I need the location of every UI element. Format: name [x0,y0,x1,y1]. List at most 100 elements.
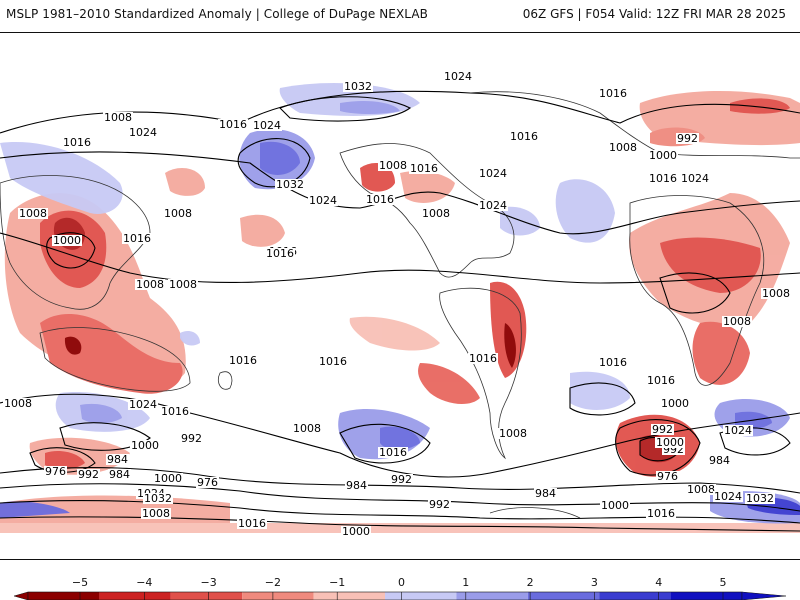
isobar-label: 1016 [62,136,92,149]
colorbar-segment [28,592,100,600]
isobar-label: 1008 [378,159,408,172]
colorbar-segment [99,592,171,600]
isobar-label: 1000 [130,439,160,452]
isobar-label: 984 [534,487,557,500]
isobar-label: 1016 [509,130,539,143]
isobar-label: 992 [662,443,685,456]
isobar-label: 1016 [122,232,152,245]
isobar-label: 1032 [143,492,173,505]
colorbar-tick-label: −4 [136,576,153,589]
isobar-label: 1016 [237,517,267,530]
isobar-label: 1016 [160,405,190,418]
isobar-label: 1008 [421,207,451,220]
isobar-label: 1000 [153,472,183,485]
isobar-label: 984 [345,479,368,492]
isobar-label: 1008 [168,278,198,291]
colorbar-segment [313,592,385,600]
colorbar-segment [456,592,528,600]
map-title: MSLP 1981–2010 Standardized Anomaly | Co… [6,7,429,21]
isobar-label: 1016 [218,118,248,131]
isobar-label: 1024 [128,398,158,411]
isobar-label: 1016 [365,193,395,206]
isobar-label: 1024 [252,119,282,132]
isobar-label: 976 [44,465,67,478]
isobar-label: 1016 [378,446,408,459]
isobar-label: 1016 [648,172,678,185]
isobar-label: 1008 [498,427,528,440]
colorbar-tick-label: 5 [719,576,727,589]
isobar-label: 1016 [598,87,628,100]
isobar-label: 1016 [646,507,676,520]
colorbar: −5 −4 −3 −2 −1 0 1 2 3 4 5 [0,560,800,600]
isobar-label: 992 [77,468,100,481]
isobar-label: 976 [656,470,679,483]
isobar-label: 1024 [723,424,753,437]
isobar-label: 1016 [646,374,676,387]
isobar-label: 1000 [52,234,82,247]
isobar-label: 1008 [722,315,752,328]
model-run-info: 06Z GFS | F054 Valid: 12Z FRI MAR 28 202… [522,7,786,21]
isobar-label: 1008 [292,422,322,435]
isobar-label: 1024 [713,490,743,503]
isobar-label: 1024 [443,70,473,83]
isobar-label: 1000 [660,397,690,410]
isobar-label: 992 [390,473,413,486]
colorbar-segment [242,592,314,600]
colorbar-low-arrow [13,591,29,600]
colorbar-tick-label: 1 [462,576,470,589]
isobar-label: 1000 [655,436,685,449]
isobar-label: 1008 [608,141,638,154]
isobar-label: 984 [708,454,731,467]
isobar-label: 1024 [128,126,158,139]
colorbar-tick-label: −5 [71,576,89,589]
colorbar-tick-label: 0 [398,576,405,589]
isobar-label: 1016 [265,247,295,260]
isobar-label: 976 [196,476,219,489]
isobar-label: 1032 [275,178,305,191]
isobar-label: 992 [180,432,203,445]
isobar-label: 1032 [745,492,775,505]
isobar-label: 1024 [680,172,710,185]
colorbar-tick-label: −1 [329,576,346,589]
isobar-label: 984 [106,453,129,466]
map-panel: 1024 1032 1016 1008 1024 1016 1024 1032 1008 1016… [0,32,800,560]
isobar-label: 1024 [478,167,508,180]
header: MSLP 1981–2010 Standardized Anomaly | Co… [0,0,800,30]
isobar-label: 1032 [343,80,373,93]
colorbar-segment [599,592,671,600]
isobar-label: 1008 [163,207,193,220]
isobar-label: 1016 [468,352,498,365]
isobar-label: 1008 [686,483,716,496]
colorbar-segment [670,592,742,600]
colorbar-scale [13,591,787,600]
isobar-label: 1008 [761,287,791,300]
isobar-label: 1016 [598,356,628,369]
colorbar-tick-label: 3 [590,576,598,589]
isobar-label: 1000 [648,149,678,162]
isobar-label: 992 [428,498,451,511]
isobar-label: 1000 [341,525,371,538]
isobar-label: 1024 [308,194,338,207]
colorbar-segment [385,592,457,600]
colorbar-tick-label: 2 [526,576,534,589]
isobar-label: 1016 [228,354,258,367]
colorbar-segment [527,592,600,600]
colorbar-tick-label: −3 [200,576,217,589]
isobar-label: 1008 [135,278,165,291]
isobar-label: 1000 [600,499,630,512]
colorbar-tick-label: 4 [655,576,663,589]
isobar-label: 1016 [409,162,439,175]
isobar-label: 984 [108,468,131,481]
colorbar-tick-label: −2 [264,576,281,589]
colorbar-segment [170,592,243,600]
isobar-label: 1024 [478,199,508,212]
isobar-label: 1008 [3,397,33,410]
isobar-label: 992 [651,423,674,436]
colorbar-high-arrow [741,591,787,600]
isobar-label: 1008 [141,507,171,520]
isobar-label: 1016 [318,355,348,368]
isobar-label: 1008 [18,207,48,220]
isobar-label: 1008 [103,111,133,124]
isobar-label: 992 [676,132,699,145]
positive-anomaly-shading [0,83,800,524]
